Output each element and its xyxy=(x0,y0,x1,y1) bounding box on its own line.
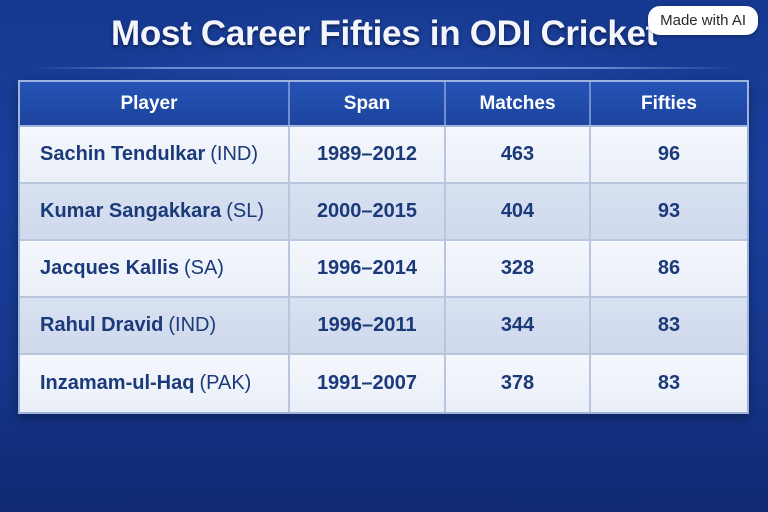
header-player: Player xyxy=(20,82,290,125)
table-header-row: Player Span Matches Fifties xyxy=(20,82,747,127)
title-divider xyxy=(32,67,736,69)
player-cell: Rahul Dravid (IND) xyxy=(20,298,290,353)
span-cell: 1991–2007 xyxy=(290,355,446,412)
player-country: (IND) xyxy=(168,314,217,336)
table-row: Sachin Tendulkar (IND) 1989–2012 463 96 xyxy=(20,127,747,184)
player-name: Sachin Tendulkar xyxy=(40,143,206,165)
player-name: Rahul Dravid xyxy=(40,314,164,336)
fifties-cell: 86 xyxy=(657,257,681,279)
table-row: Rahul Dravid (IND) 1996–2011 344 83 xyxy=(20,298,747,355)
player-name: Jacques Kallis xyxy=(40,257,179,279)
fifties-table: Player Span Matches Fifties Sachin Tendu… xyxy=(18,80,749,414)
player-country: (SL) xyxy=(226,200,264,222)
player-cell: Inzamam-ul-Haq (PAK) xyxy=(20,355,290,412)
span-cell: 2000–2015 xyxy=(290,184,446,239)
player-country: (PAK) xyxy=(199,372,252,394)
fifties-cell: 83 xyxy=(657,372,681,394)
span-cell: 1996–2014 xyxy=(290,241,446,296)
player-country: (IND) xyxy=(210,143,258,165)
matches-cell: 328 xyxy=(446,241,591,296)
span-cell: 1996–2011 xyxy=(290,298,446,353)
matches-cell: 344 xyxy=(446,298,591,353)
table-row: Kumar Sangakkara (SL) 2000–2015 404 93 xyxy=(20,184,747,241)
table-row: Jacques Kallis (SA) 1996–2014 328 86 xyxy=(20,241,747,298)
header-matches: Matches xyxy=(446,82,591,125)
page-title: Most Career Fifties in ODI Cricket xyxy=(110,14,658,53)
fifties-cell: 83 xyxy=(657,314,681,336)
player-cell: Jacques Kallis (SA) xyxy=(20,241,290,296)
header-fifties: Fifties xyxy=(641,92,697,114)
header-span: Span xyxy=(290,82,446,125)
made-with-ai-badge: Made with AI xyxy=(648,6,758,35)
player-cell: Kumar Sangakkara (SL) xyxy=(20,184,290,239)
player-country: (SA) xyxy=(183,257,224,279)
table-row: Inzamam-ul-Haq (PAK) 1991–2007 378 83 xyxy=(20,355,747,412)
matches-cell: 404 xyxy=(446,184,591,239)
matches-cell: 378 xyxy=(446,355,591,412)
player-cell: Sachin Tendulkar (IND) xyxy=(20,127,290,182)
player-name: Inzamam-ul-Haq xyxy=(40,372,195,394)
fifties-cell: 96 xyxy=(657,143,681,165)
player-name: Kumar Sangakkara xyxy=(40,200,222,222)
fifties-cell: 93 xyxy=(657,200,681,222)
matches-cell: 463 xyxy=(446,127,591,182)
span-cell: 1989–2012 xyxy=(290,127,446,182)
